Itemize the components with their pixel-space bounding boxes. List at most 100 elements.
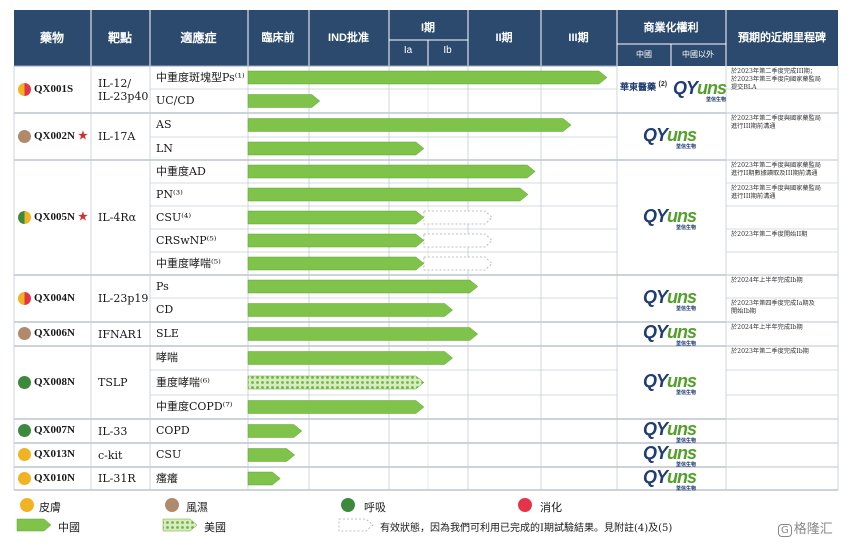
target-label: TSLP <box>98 376 128 389</box>
legend-dashed-note-label: 有效狀態，因為我們可利用已完成的I期試驗結果。見附註(4)及(5) <box>380 523 673 534</box>
progress-bar <box>247 400 425 414</box>
company-logo-sub: 荃信生物 <box>676 485 697 492</box>
drug-name: QX001S <box>18 82 74 96</box>
drug-name: QX002N ★ <box>18 129 88 143</box>
header-phase1a: Ia <box>403 45 413 56</box>
company-logo-b: uns <box>667 124 697 145</box>
indication-label: Ps <box>156 279 169 293</box>
indication-label: 中重度COPD⁽⁷⁾ <box>156 400 233 413</box>
therapeutic-area-dot <box>18 129 31 143</box>
legend-china-label: 中國 <box>58 521 80 534</box>
indication-label: 哮喘 <box>156 351 178 364</box>
watermark-icon: G <box>778 524 792 537</box>
company-logo-b: uns <box>667 370 697 391</box>
company-logo-a: QY <box>643 322 668 342</box>
company-logo: QYuns 荃信生物 <box>643 443 697 468</box>
indication-label: 中重度AD <box>156 164 206 178</box>
milestone-note: 於2023年第二季度完成Ib期 <box>731 348 809 355</box>
progress-bar <box>247 164 536 179</box>
drug-name: QX004N <box>18 291 75 305</box>
legend-china-arrow <box>16 518 52 532</box>
milestone-note: 於2023年第二季度完成III期； 於2023年第三季度向國家藥監局 提交BLA <box>731 68 821 91</box>
progress-bar <box>247 94 321 108</box>
therapeutic-area-dot <box>18 327 31 340</box>
indication-label: CD <box>156 303 174 316</box>
header-commercial: 商業化權利 <box>643 22 699 34</box>
progress-bar <box>247 70 608 85</box>
drug-code: QX001S <box>34 82 74 95</box>
watermark: G 格隆汇 <box>778 518 833 537</box>
legend-digest-label: 消化 <box>540 501 562 514</box>
star-icon: ★ <box>77 210 88 223</box>
target-label: c-kit <box>98 448 123 462</box>
milestone-note: 於2024年上半年完成Ib期 <box>731 324 803 331</box>
milestone-note: 於2023年第二季度與國家藥監局 進行III期前溝通 <box>731 115 821 130</box>
milestone-note: 於2023年第四季度完成Ia期及 開始Ib期 <box>731 300 815 315</box>
drug-code: QX007N <box>34 424 75 436</box>
company-logo-sub: 荃信生物 <box>676 143 697 150</box>
progress-bar <box>247 424 303 438</box>
company-logo-sub: 荃信生物 <box>676 341 697 347</box>
dashed-extension-bar <box>423 210 493 225</box>
company-logo-sub: 荃信生物 <box>676 305 697 312</box>
progress-bar <box>247 118 572 132</box>
company-logo: QYuns 荃信生物 <box>643 419 697 444</box>
company-logo: QYuns 荃信生物 <box>643 206 697 231</box>
progress-bar <box>247 279 479 294</box>
progress-bar <box>247 303 454 317</box>
legend-resp-label: 呼吸 <box>364 501 386 514</box>
company-logo-a: QY <box>643 286 668 307</box>
partner-logo: 華東醫藥 (2) <box>620 80 667 93</box>
company-logo-b: uns <box>667 443 697 463</box>
indication-label: AS <box>156 118 172 131</box>
drug-name: QX010N <box>18 471 75 485</box>
drug-name: QX008N <box>18 375 75 389</box>
indication-label: 重度哮喘⁽⁶⁾ <box>156 375 210 389</box>
legend-dashed-arrow <box>338 518 374 532</box>
company-logo-b: uns <box>667 419 697 439</box>
legend-rheum-label: 風濕 <box>186 501 208 514</box>
indication-label: 中重度哮喘⁽⁵⁾ <box>156 256 221 270</box>
drug-code: QX002N <box>34 129 75 142</box>
indication-label: PN⁽³⁾ <box>156 187 183 201</box>
header-phase1b: Ib <box>443 45 452 56</box>
header-target: 靶點 <box>107 31 132 45</box>
company-logo: QYuns 荃信生物 <box>643 286 697 312</box>
progress-bar <box>247 448 296 462</box>
drug-name: QX006N <box>18 327 75 340</box>
drug-name: QX005N ★ <box>18 210 88 224</box>
company-logo-b: uns <box>667 286 697 307</box>
header-phase2: II期 <box>495 32 513 44</box>
header-phase1: I期 <box>420 22 436 34</box>
partner-logo-footnote: (2) <box>658 81 668 88</box>
legend-derm-dot <box>20 498 34 512</box>
star-icon: ★ <box>77 129 88 142</box>
header-ind: IND批准 <box>328 32 369 44</box>
target-label: IL-4Rα <box>98 211 137 224</box>
header-indication: 適應症 <box>180 31 217 45</box>
target-label: IL-31R <box>98 472 136 485</box>
legend-resp-dot <box>341 498 355 512</box>
drug-code: QX004N <box>34 291 75 304</box>
dashed-extension-bar <box>423 233 493 248</box>
drug-code: QX008N <box>34 375 75 388</box>
header-drug: 藥物 <box>39 31 64 45</box>
company-logo-b: uns <box>667 322 697 342</box>
indication-label: 瘙癢 <box>156 471 178 485</box>
therapeutic-area-dot <box>18 424 31 437</box>
legend-us-label: 美國 <box>204 521 226 534</box>
indication-label: 中重度斑塊型Ps⁽¹⁾ <box>156 70 245 84</box>
therapeutic-area-dot <box>18 291 31 305</box>
company-logo: QYuns 荃信生物 <box>673 78 727 103</box>
progress-bar <box>247 141 425 156</box>
company-logo-sub: 荃信生物 <box>676 224 697 231</box>
drug-code: QX013N <box>34 448 75 460</box>
therapeutic-area-dot <box>18 82 31 96</box>
milestone-note: 於2023年第二季度開始II期 <box>731 231 808 238</box>
company-logo-a: QY <box>643 443 668 463</box>
therapeutic-area-dot <box>18 375 31 389</box>
therapeutic-area-dot <box>18 448 31 461</box>
target-label: IL-33 <box>98 424 128 438</box>
therapeutic-area-dot <box>18 471 31 485</box>
progress-bar <box>247 187 529 202</box>
